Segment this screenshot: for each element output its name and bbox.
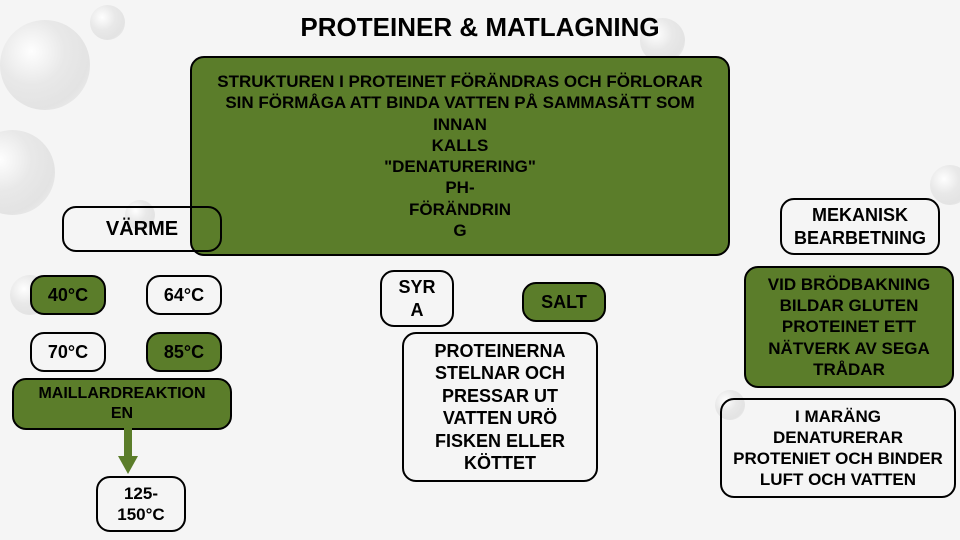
protein-stelnar-text: PROTEINERNASTELNAR OCHPRESSAR UTVATTEN U… [434,340,565,475]
brodbakning-text: VID BRÖDBAKNINGBILDAR GLUTENPROTEINET ET… [768,274,930,380]
page-title: PROTEINER & MATLAGNING [0,12,960,43]
temp-125-150-box: 125-150°C [96,476,186,532]
denaturering-summary-box: STRUKTUREN I PROTEINET FÖRÄNDRAS OCH FÖR… [190,56,730,256]
temp-70-box: 70°C [30,332,106,372]
marang-text: I MARÄNGDENATURERARPROTENIET OCH BINDERL… [733,406,943,491]
protein-stelnar-box: PROTEINERNASTELNAR OCHPRESSAR UTVATTEN U… [402,332,598,482]
maillard-box: MAILLARDREAKTIONEN [12,378,232,430]
brodbakning-box: VID BRÖDBAKNINGBILDAR GLUTENPROTEINET ET… [744,266,954,388]
syra-text: SYRA [398,276,435,321]
temp-125-150-text: 125-150°C [117,483,164,526]
maillard-text: MAILLARDREAKTIONEN [38,384,205,424]
salt-box: SALT [522,282,606,322]
mekanisk-text: MEKANISKBEARBETNING [794,204,926,249]
temp-85-box: 85°C [146,332,222,372]
temp-64-box: 64°C [146,275,222,315]
denaturering-summary-text: STRUKTUREN I PROTEINET FÖRÄNDRAS OCH FÖR… [217,71,702,241]
arrow-down-icon [118,424,138,474]
salt-text: SALT [541,291,587,314]
page-title-text: PROTEINER & MATLAGNING [300,12,659,42]
mekanisk-box: MEKANISKBEARBETNING [780,198,940,255]
water-bubble [930,165,960,205]
temp-40-box: 40°C [30,275,106,315]
varme-text: VÄRME [106,217,178,242]
marang-box: I MARÄNGDENATURERARPROTENIET OCH BINDERL… [720,398,956,498]
water-bubble [0,130,55,215]
temp-70-text: 70°C [48,341,88,364]
temp-85-text: 85°C [164,341,204,364]
temp-64-text: 64°C [164,284,204,307]
syra-box: SYRA [380,270,454,327]
temp-40-text: 40°C [48,284,88,307]
varme-box: VÄRME [62,206,222,252]
